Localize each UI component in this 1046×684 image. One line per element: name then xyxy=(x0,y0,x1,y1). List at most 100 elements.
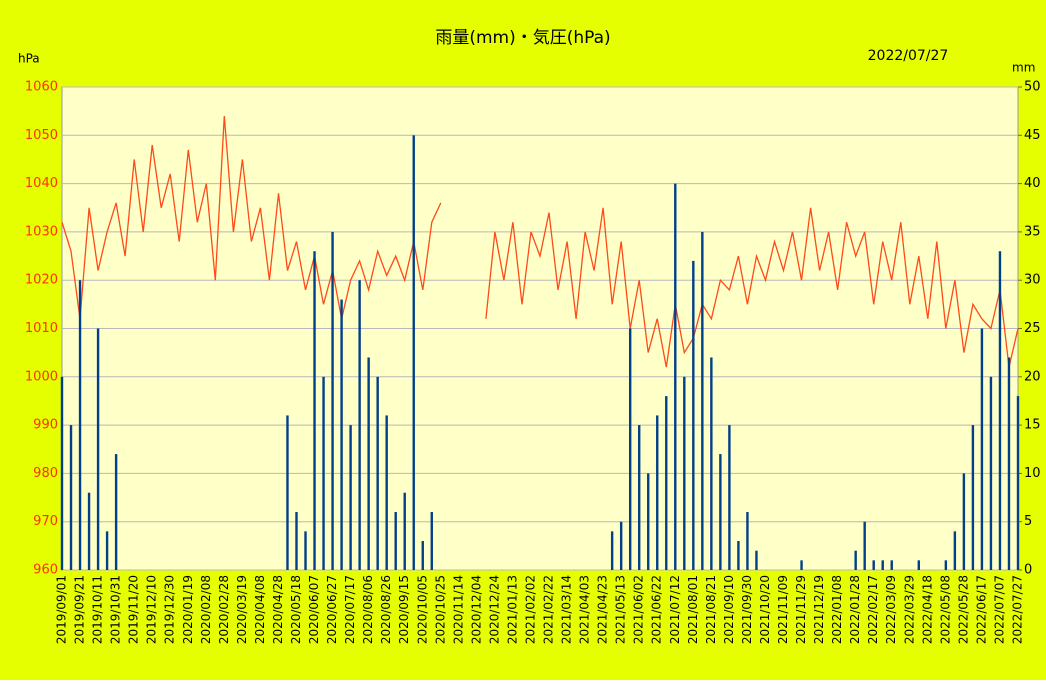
y-tick-label: 1060 xyxy=(25,80,58,95)
rain-bar xyxy=(710,357,713,570)
x-tick-label: 2021/10/20 xyxy=(758,575,772,644)
x-tick-label: 2019/10/31 xyxy=(109,575,123,644)
x-tick-label: 2022/07/07 xyxy=(992,575,1006,644)
rain-bar xyxy=(628,328,632,570)
y2-tick-label: 35 xyxy=(1024,224,1041,239)
x-tick-label: 2021/09/30 xyxy=(740,575,754,644)
x-tick-label: 2021/08/01 xyxy=(686,575,700,644)
y-tick-label: 970 xyxy=(33,514,58,529)
rain-bar xyxy=(692,260,695,570)
x-tick-label: 2021/07/12 xyxy=(668,575,682,644)
x-tick-label: 2022/07/27 xyxy=(1011,575,1025,644)
x-tick-label: 2020/01/19 xyxy=(181,575,195,644)
x-tick-label: 2019/12/30 xyxy=(163,575,177,644)
rain-bar xyxy=(728,425,731,570)
rain-bar xyxy=(971,425,975,570)
y2-tick-label: 50 xyxy=(1024,80,1041,95)
x-tick-label: 2019/11/20 xyxy=(127,575,141,644)
rain-bar xyxy=(385,415,388,570)
x-tick-label: 2021/06/22 xyxy=(650,575,664,644)
x-tick-label: 2021/06/02 xyxy=(632,575,646,644)
rain-bar xyxy=(619,521,623,570)
x-tick-label: 2019/12/10 xyxy=(145,575,159,644)
rain-bar xyxy=(412,135,415,571)
rain-bar xyxy=(87,492,91,570)
date-label: 2022/07/27 xyxy=(868,48,949,64)
y-tick-label: 1000 xyxy=(25,369,58,384)
x-tick-label: 2020/08/06 xyxy=(361,575,375,644)
y2-tick-label: 45 xyxy=(1024,128,1041,143)
x-tick-label: 2019/09/21 xyxy=(73,575,87,644)
y2-tick-label: 30 xyxy=(1024,273,1041,288)
rain-bar xyxy=(349,425,352,570)
rain-bar xyxy=(638,425,641,570)
rain-bar xyxy=(719,454,722,570)
x-tick-label: 2022/02/17 xyxy=(866,575,880,644)
rain-bar xyxy=(881,560,884,570)
x-tick-label: 2019/10/11 xyxy=(91,575,105,644)
y2-tick-label: 20 xyxy=(1024,369,1041,384)
x-tick-label: 2022/03/09 xyxy=(884,575,898,644)
rain-bar xyxy=(872,560,875,570)
x-tick-label: 2020/04/08 xyxy=(253,575,267,644)
rain-bar xyxy=(980,328,984,570)
y2-tick-label: 10 xyxy=(1024,466,1041,481)
x-tick-label: 2021/09/10 xyxy=(722,575,736,644)
rain-bar xyxy=(917,560,920,570)
rain-bar xyxy=(304,531,307,570)
rain-bar xyxy=(69,425,73,570)
y-tick-label: 1050 xyxy=(25,128,58,143)
rain-bar xyxy=(953,531,957,570)
x-tick-label: 2022/04/18 xyxy=(920,575,934,644)
x-tick-label: 2021/01/13 xyxy=(505,575,519,644)
x-tick-label: 2020/11/14 xyxy=(451,575,465,644)
x-tick-label: 2020/06/27 xyxy=(325,575,339,644)
y2-axis-label: mm xyxy=(1012,61,1035,75)
rain-bar xyxy=(755,550,758,570)
x-tick-label: 2021/11/09 xyxy=(776,575,790,644)
x-tick-label: 2020/04/28 xyxy=(271,575,285,644)
rain-bar xyxy=(286,415,289,570)
x-tick-label: 2019/09/01 xyxy=(55,575,69,644)
rain-bar xyxy=(394,512,397,570)
rain-bar xyxy=(998,251,1002,570)
x-tick-label: 2022/03/29 xyxy=(902,575,916,644)
rain-bar xyxy=(800,560,803,570)
rain-bar xyxy=(746,512,749,570)
rain-bar xyxy=(737,541,740,570)
x-tick-label: 2020/02/08 xyxy=(199,575,213,644)
rain-bar xyxy=(96,328,100,570)
pressure-line xyxy=(61,115,442,319)
x-tick-label: 2022/05/08 xyxy=(938,575,952,644)
y-tick-label: 1040 xyxy=(25,176,58,191)
rain-bar xyxy=(331,231,334,570)
rain-bar xyxy=(403,492,406,570)
y2-tick-label: 0 xyxy=(1024,563,1032,578)
rain-bar xyxy=(105,531,109,570)
x-tick-label: 2020/06/07 xyxy=(307,575,321,644)
x-tick-label: 2021/11/29 xyxy=(794,575,808,644)
chart-title: 雨量(mm)・気圧(hPa) xyxy=(435,28,610,48)
y-tick-label: 980 xyxy=(33,466,58,481)
x-tick-label: 2021/02/22 xyxy=(542,575,556,644)
y-tick-label: 1010 xyxy=(25,321,58,336)
x-tick-label: 2021/04/23 xyxy=(596,575,610,644)
x-tick-label: 2020/05/18 xyxy=(289,575,303,644)
rain-bar xyxy=(683,376,686,570)
rain-bar xyxy=(376,376,379,570)
rain-bar xyxy=(647,473,650,570)
rain-bar xyxy=(890,560,893,570)
rain-bar xyxy=(962,473,966,570)
x-tick-label: 2020/12/04 xyxy=(469,575,483,644)
rain-bar xyxy=(610,531,614,570)
pressure-line xyxy=(485,207,1019,368)
x-tick-label: 2020/12/24 xyxy=(487,575,501,644)
rain-bar xyxy=(863,521,866,570)
y2-tick-label: 40 xyxy=(1024,176,1041,191)
y2-tick-label: 15 xyxy=(1024,418,1041,433)
x-tick-label: 2020/07/17 xyxy=(343,575,357,644)
rain-bar xyxy=(313,251,316,570)
y-tick-label: 990 xyxy=(33,418,58,433)
y2-tick-label: 5 xyxy=(1024,514,1032,529)
